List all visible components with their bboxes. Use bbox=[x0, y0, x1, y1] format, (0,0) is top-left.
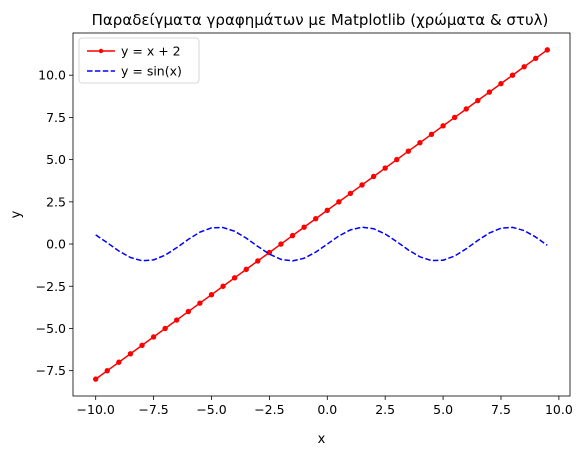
data-point bbox=[486, 89, 493, 95]
data-point bbox=[428, 131, 435, 138]
x-tick-label: −5.0 bbox=[196, 402, 226, 417]
data-point bbox=[185, 308, 192, 315]
data-point bbox=[243, 266, 249, 273]
data-point bbox=[324, 207, 330, 213]
legend-marker bbox=[98, 48, 104, 54]
axes-layer: −10.0 −7.5 −5.0 −2.5 0.0 2.5 5.0 7.5 10.0 −7.5 −5.… bbox=[36, 68, 573, 417]
data-point bbox=[278, 241, 284, 247]
x-axis-label: x bbox=[318, 432, 326, 447]
y-tick-label: 5.0 bbox=[46, 152, 66, 167]
data-point bbox=[475, 97, 481, 104]
y-tick-label: 2.5 bbox=[46, 194, 66, 209]
data-point bbox=[498, 80, 504, 87]
data-point bbox=[301, 224, 307, 230]
data-point bbox=[220, 283, 226, 289]
x-tick-label: 2.5 bbox=[375, 402, 395, 417]
data-point bbox=[313, 216, 319, 222]
data-point bbox=[139, 342, 145, 349]
data-point bbox=[336, 199, 342, 205]
data-point bbox=[533, 55, 539, 62]
data-point bbox=[162, 325, 168, 332]
legend-label: y = sin(x) bbox=[121, 64, 182, 79]
y-tick-label: −2.5 bbox=[36, 279, 66, 294]
series-layer bbox=[92, 47, 551, 382]
y-tick-label: −5.0 bbox=[36, 321, 66, 336]
y-tick-label: −7.5 bbox=[36, 363, 66, 378]
series-line-1 bbox=[95, 226, 548, 262]
data-point bbox=[394, 156, 400, 163]
data-point bbox=[197, 300, 203, 306]
series-line-0 bbox=[95, 49, 548, 380]
legend-label: y = x + 2 bbox=[121, 44, 181, 59]
x-tick-label: −10.0 bbox=[77, 402, 115, 417]
x-tick-label: 5.0 bbox=[433, 402, 453, 417]
data-point bbox=[359, 182, 365, 188]
data-point bbox=[463, 106, 469, 112]
data-point bbox=[289, 232, 296, 239]
data-point bbox=[150, 334, 157, 340]
data-point bbox=[509, 72, 516, 78]
y-tick-label: 7.5 bbox=[46, 110, 66, 125]
x-tick-label: 7.5 bbox=[491, 402, 511, 417]
data-point bbox=[440, 123, 446, 129]
data-point bbox=[104, 367, 110, 374]
data-point bbox=[208, 291, 215, 298]
data-point bbox=[174, 317, 180, 323]
y-axis-label: y bbox=[9, 210, 24, 218]
data-point bbox=[370, 173, 377, 180]
data-point bbox=[544, 47, 551, 53]
y-tick-label: 0.0 bbox=[46, 237, 66, 252]
data-point bbox=[405, 148, 412, 154]
data-point bbox=[127, 351, 134, 357]
data-point bbox=[347, 190, 354, 197]
data-point bbox=[521, 64, 527, 70]
data-point bbox=[451, 114, 458, 121]
x-tick-label: 10.0 bbox=[545, 402, 573, 417]
data-point bbox=[92, 376, 99, 382]
y-tick-label: 10.0 bbox=[38, 68, 66, 83]
data-point bbox=[255, 258, 261, 264]
data-point bbox=[116, 359, 122, 365]
legend-box bbox=[78, 37, 200, 84]
data-point bbox=[417, 140, 423, 146]
x-tick-label: −2.5 bbox=[254, 402, 284, 417]
x-tick-label: −7.5 bbox=[138, 402, 168, 417]
data-point bbox=[382, 165, 388, 171]
data-point bbox=[231, 275, 238, 281]
x-tick-label: 0.0 bbox=[317, 402, 337, 417]
plot-frame bbox=[72, 32, 571, 397]
legend: y = x + 2 y = sin(x) bbox=[78, 37, 200, 84]
chart-title: Παραδείγματα γραφημάτων με Matplotlib (χ… bbox=[92, 11, 549, 29]
